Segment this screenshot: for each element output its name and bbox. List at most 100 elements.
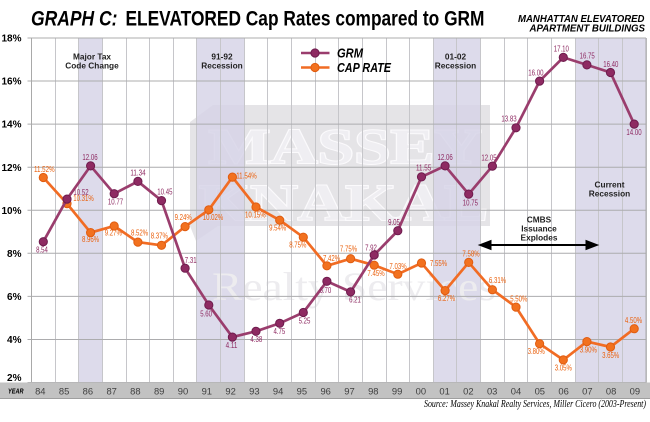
svg-text:97: 97 [344, 386, 354, 397]
svg-text:11.34: 11.34 [130, 169, 146, 178]
svg-text:00: 00 [416, 386, 426, 397]
svg-text:16.75: 16.75 [580, 52, 596, 61]
svg-text:3.05%: 3.05% [555, 363, 572, 372]
svg-text:9.05: 9.05 [388, 218, 400, 227]
svg-text:11.52%: 11.52% [34, 165, 55, 174]
svg-text:GRM: GRM [337, 46, 364, 61]
svg-text:10.02%: 10.02% [203, 213, 224, 222]
svg-text:93: 93 [249, 386, 259, 397]
svg-text:5.50%: 5.50% [510, 295, 527, 304]
svg-text:92: 92 [225, 386, 235, 397]
svg-text:7.03%: 7.03% [389, 262, 406, 271]
svg-text:01: 01 [439, 386, 449, 397]
svg-text:02: 02 [463, 386, 473, 397]
svg-text:6.70: 6.70 [320, 286, 332, 295]
svg-text:10.75: 10.75 [463, 199, 479, 208]
svg-text:12.06: 12.06 [82, 153, 98, 162]
svg-text:Recession: Recession [435, 61, 477, 71]
svg-text:CMBS: CMBS [527, 214, 552, 224]
svg-text:11.55: 11.55 [416, 163, 432, 172]
svg-text:Issuance: Issuance [521, 223, 557, 233]
svg-text:90: 90 [178, 386, 188, 397]
svg-text:6.21: 6.21 [349, 296, 361, 305]
svg-text:4.38: 4.38 [250, 335, 262, 344]
svg-text:5.60: 5.60 [200, 309, 212, 318]
svg-text:8%: 8% [7, 249, 22, 260]
svg-text:5.25: 5.25 [299, 316, 311, 325]
svg-text:08: 08 [606, 386, 616, 397]
svg-text:4.11: 4.11 [226, 341, 238, 350]
svg-text:3.65%: 3.65% [602, 351, 619, 360]
svg-text:8.96%: 8.96% [82, 235, 99, 244]
svg-text:CAP RATE: CAP RATE [337, 60, 391, 75]
svg-text:6.31%: 6.31% [489, 276, 506, 285]
svg-text:Code Change: Code Change [65, 61, 119, 71]
svg-text:17.10: 17.10 [554, 44, 570, 53]
svg-text:7.58%: 7.58% [462, 250, 479, 259]
svg-text:7.55%: 7.55% [430, 259, 447, 268]
svg-text:09: 09 [630, 386, 640, 397]
svg-text:6%: 6% [7, 292, 22, 303]
svg-text:8.37%: 8.37% [151, 232, 168, 241]
svg-text:05: 05 [535, 386, 545, 397]
svg-text:04: 04 [511, 386, 521, 397]
svg-text:10.31%: 10.31% [73, 194, 94, 203]
svg-text:9.24%: 9.24% [175, 213, 192, 222]
svg-text:GRAPH C:: GRAPH C: [31, 7, 118, 30]
svg-text:07: 07 [582, 386, 592, 397]
svg-text:91: 91 [202, 386, 212, 397]
svg-text:10.15%: 10.15% [245, 211, 266, 220]
svg-text:84: 84 [35, 386, 45, 397]
svg-text:6.27%: 6.27% [438, 294, 455, 303]
svg-text:MANHATTAN ELEVATORED: MANHATTAN ELEVATORED [518, 14, 645, 25]
svg-text:16.40: 16.40 [603, 60, 619, 69]
svg-text:7.45%: 7.45% [367, 269, 384, 278]
svg-text:7.92: 7.92 [365, 243, 377, 252]
svg-text:Major Tax: Major Tax [73, 51, 111, 61]
svg-text:91-92: 91-92 [211, 51, 233, 61]
svg-text:10.77: 10.77 [108, 197, 124, 206]
svg-text:03: 03 [487, 386, 497, 397]
svg-text:10%: 10% [1, 206, 21, 217]
svg-text:99: 99 [392, 386, 402, 397]
svg-text:98: 98 [368, 386, 378, 397]
svg-text:94: 94 [273, 386, 283, 397]
svg-text:10.52: 10.52 [73, 188, 89, 197]
svg-text:8.75%: 8.75% [289, 240, 306, 249]
svg-text:Explodes: Explodes [521, 232, 558, 242]
svg-text:APARTMENT BUILDINGS: APARTMENT BUILDINGS [529, 24, 646, 35]
svg-text:8.54: 8.54 [36, 245, 48, 254]
svg-text:7.42%: 7.42% [323, 254, 340, 263]
svg-text:YEAR: YEAR [8, 387, 24, 396]
svg-text:12.06: 12.06 [438, 153, 454, 162]
svg-text:Recession: Recession [589, 189, 631, 199]
svg-text:89: 89 [154, 386, 164, 397]
svg-text:12.05: 12.05 [481, 153, 497, 162]
svg-text:18%: 18% [1, 34, 21, 45]
svg-text:3.90%: 3.90% [580, 346, 597, 355]
svg-text:ELEVATORED Cap Rates compared: ELEVATORED Cap Rates compared to GRM [126, 7, 485, 30]
svg-text:4.50%: 4.50% [625, 316, 642, 325]
svg-text:Current: Current [595, 180, 625, 190]
svg-text:01-02: 01-02 [445, 51, 467, 61]
svg-text:7.75%: 7.75% [340, 245, 357, 254]
svg-text:16.00: 16.00 [528, 68, 544, 77]
svg-text:2%: 2% [7, 373, 22, 384]
svg-text:Source: Massey Knakal Realty S: Source: Massey Knakal Realty Services, M… [424, 399, 647, 410]
svg-text:9.54%: 9.54% [269, 223, 286, 232]
svg-text:14%: 14% [1, 120, 21, 131]
svg-text:12%: 12% [1, 163, 21, 174]
svg-text:4%: 4% [7, 335, 22, 346]
svg-text:86: 86 [83, 386, 93, 397]
svg-text:7.31: 7.31 [185, 256, 197, 265]
svg-text:06: 06 [558, 386, 568, 397]
svg-text:13.83: 13.83 [501, 115, 517, 124]
svg-text:95: 95 [297, 386, 307, 397]
svg-text:10.45: 10.45 [157, 188, 173, 197]
svg-text:8.52%: 8.52% [131, 228, 148, 237]
svg-text:87: 87 [106, 386, 116, 397]
svg-text:88: 88 [130, 386, 140, 397]
svg-text:Recession: Recession [201, 61, 243, 71]
svg-text:16%: 16% [1, 77, 21, 88]
svg-text:9.27%: 9.27% [105, 229, 122, 238]
